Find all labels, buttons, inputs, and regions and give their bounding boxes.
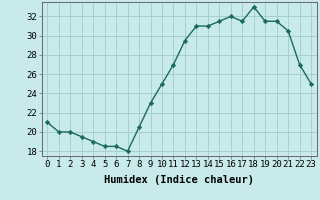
X-axis label: Humidex (Indice chaleur): Humidex (Indice chaleur)	[104, 175, 254, 185]
